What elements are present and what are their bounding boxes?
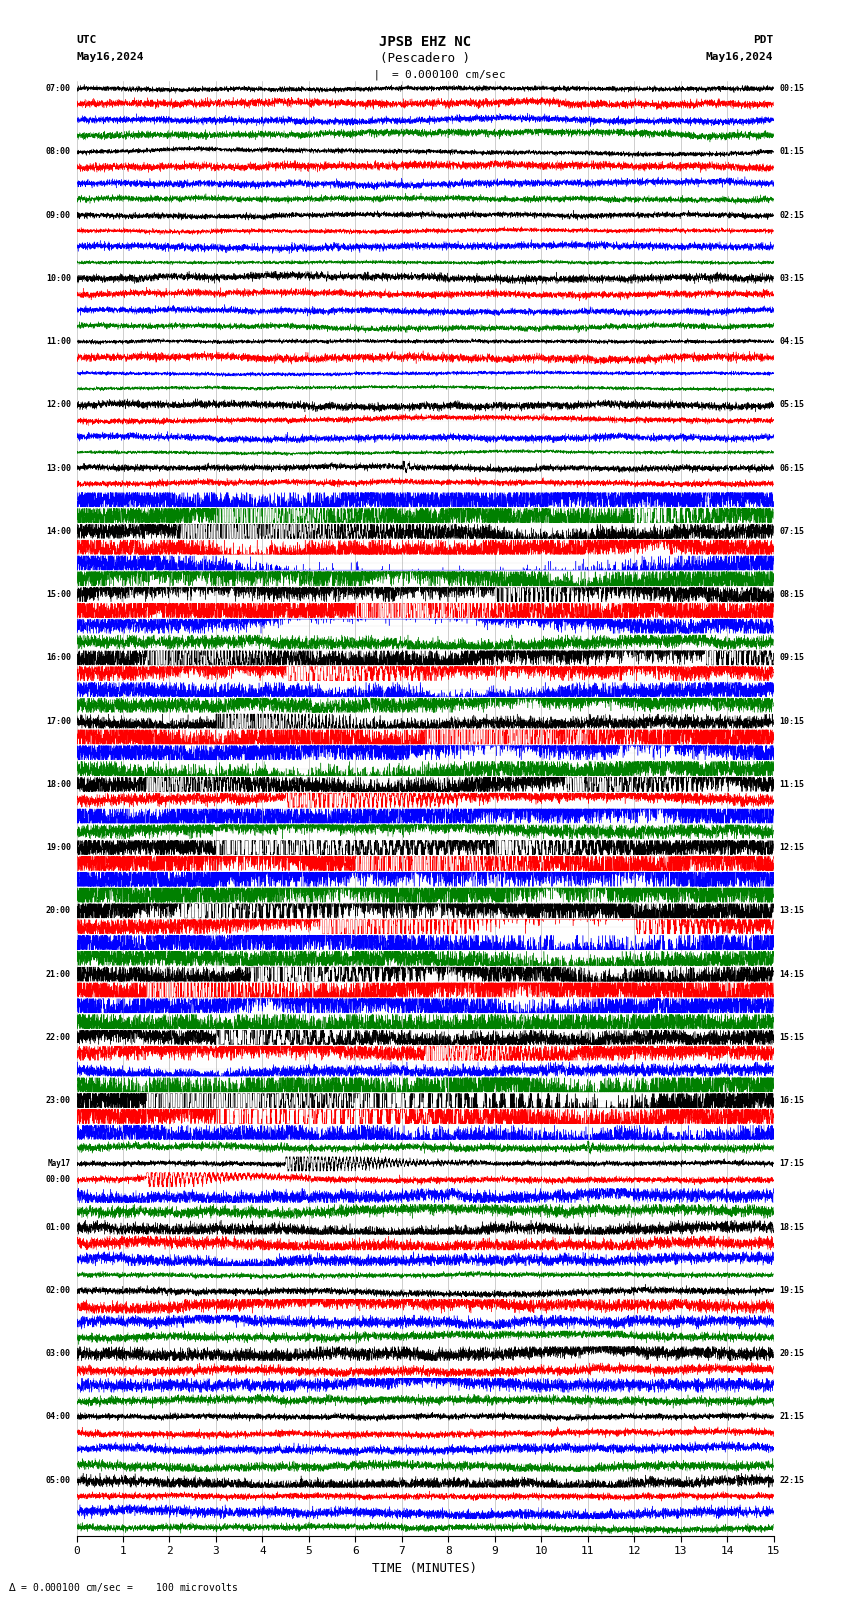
- Text: PDT: PDT: [753, 35, 774, 45]
- Text: 07:15: 07:15: [779, 527, 804, 536]
- Text: 15:00: 15:00: [46, 590, 71, 598]
- Text: 16:15: 16:15: [779, 1097, 804, 1105]
- Text: 07:00: 07:00: [46, 84, 71, 94]
- Text: 00:00: 00:00: [46, 1176, 71, 1184]
- Text: 06:15: 06:15: [779, 463, 804, 473]
- Text: 03:15: 03:15: [779, 274, 804, 282]
- Text: 09:15: 09:15: [779, 653, 804, 663]
- Text: May16,2024: May16,2024: [706, 52, 774, 61]
- Text: 14:15: 14:15: [779, 969, 804, 979]
- Text: 21:15: 21:15: [779, 1413, 804, 1421]
- Text: 20:15: 20:15: [779, 1348, 804, 1358]
- Text: 20:00: 20:00: [46, 907, 71, 916]
- Text: 05:00: 05:00: [46, 1476, 71, 1484]
- Text: 08:00: 08:00: [46, 147, 71, 156]
- Text: 09:00: 09:00: [46, 211, 71, 219]
- Text: 11:00: 11:00: [46, 337, 71, 347]
- Text: $\mathsf{|}$  = 0.000100 cm/sec: $\mathsf{|}$ = 0.000100 cm/sec: [374, 68, 506, 82]
- Text: 01:00: 01:00: [46, 1223, 71, 1232]
- Text: 08:15: 08:15: [779, 590, 804, 598]
- Text: 19:00: 19:00: [46, 844, 71, 852]
- Text: 11:15: 11:15: [779, 781, 804, 789]
- Text: 17:15: 17:15: [779, 1160, 804, 1168]
- Text: 05:15: 05:15: [779, 400, 804, 410]
- Text: 16:00: 16:00: [46, 653, 71, 663]
- Text: 12:00: 12:00: [46, 400, 71, 410]
- Text: 12:15: 12:15: [779, 844, 804, 852]
- Text: 03:00: 03:00: [46, 1348, 71, 1358]
- Text: 13:00: 13:00: [46, 463, 71, 473]
- Text: 10:15: 10:15: [779, 716, 804, 726]
- Text: 19:15: 19:15: [779, 1286, 804, 1295]
- Text: JPSB EHZ NC: JPSB EHZ NC: [379, 35, 471, 50]
- Text: May17: May17: [48, 1160, 71, 1168]
- X-axis label: TIME (MINUTES): TIME (MINUTES): [372, 1561, 478, 1574]
- Text: 17:00: 17:00: [46, 716, 71, 726]
- Text: 02:15: 02:15: [779, 211, 804, 219]
- Text: 14:00: 14:00: [46, 527, 71, 536]
- Text: 15:15: 15:15: [779, 1032, 804, 1042]
- Text: 02:00: 02:00: [46, 1286, 71, 1295]
- Text: 04:15: 04:15: [779, 337, 804, 347]
- Text: $\mathsf{\Delta}$ = 0.000100 cm/sec =    100 microvolts: $\mathsf{\Delta}$ = 0.000100 cm/sec = 10…: [8, 1581, 239, 1594]
- Text: 21:00: 21:00: [46, 969, 71, 979]
- Text: 22:00: 22:00: [46, 1032, 71, 1042]
- Text: 01:15: 01:15: [779, 147, 804, 156]
- Text: May16,2024: May16,2024: [76, 52, 144, 61]
- Text: UTC: UTC: [76, 35, 97, 45]
- Text: 10:00: 10:00: [46, 274, 71, 282]
- Text: 23:00: 23:00: [46, 1097, 71, 1105]
- Text: 13:15: 13:15: [779, 907, 804, 916]
- Text: 22:15: 22:15: [779, 1476, 804, 1484]
- Text: 00:15: 00:15: [779, 84, 804, 94]
- Text: (Pescadero ): (Pescadero ): [380, 52, 470, 65]
- Text: 18:15: 18:15: [779, 1223, 804, 1232]
- Text: 04:00: 04:00: [46, 1413, 71, 1421]
- Text: 18:00: 18:00: [46, 781, 71, 789]
